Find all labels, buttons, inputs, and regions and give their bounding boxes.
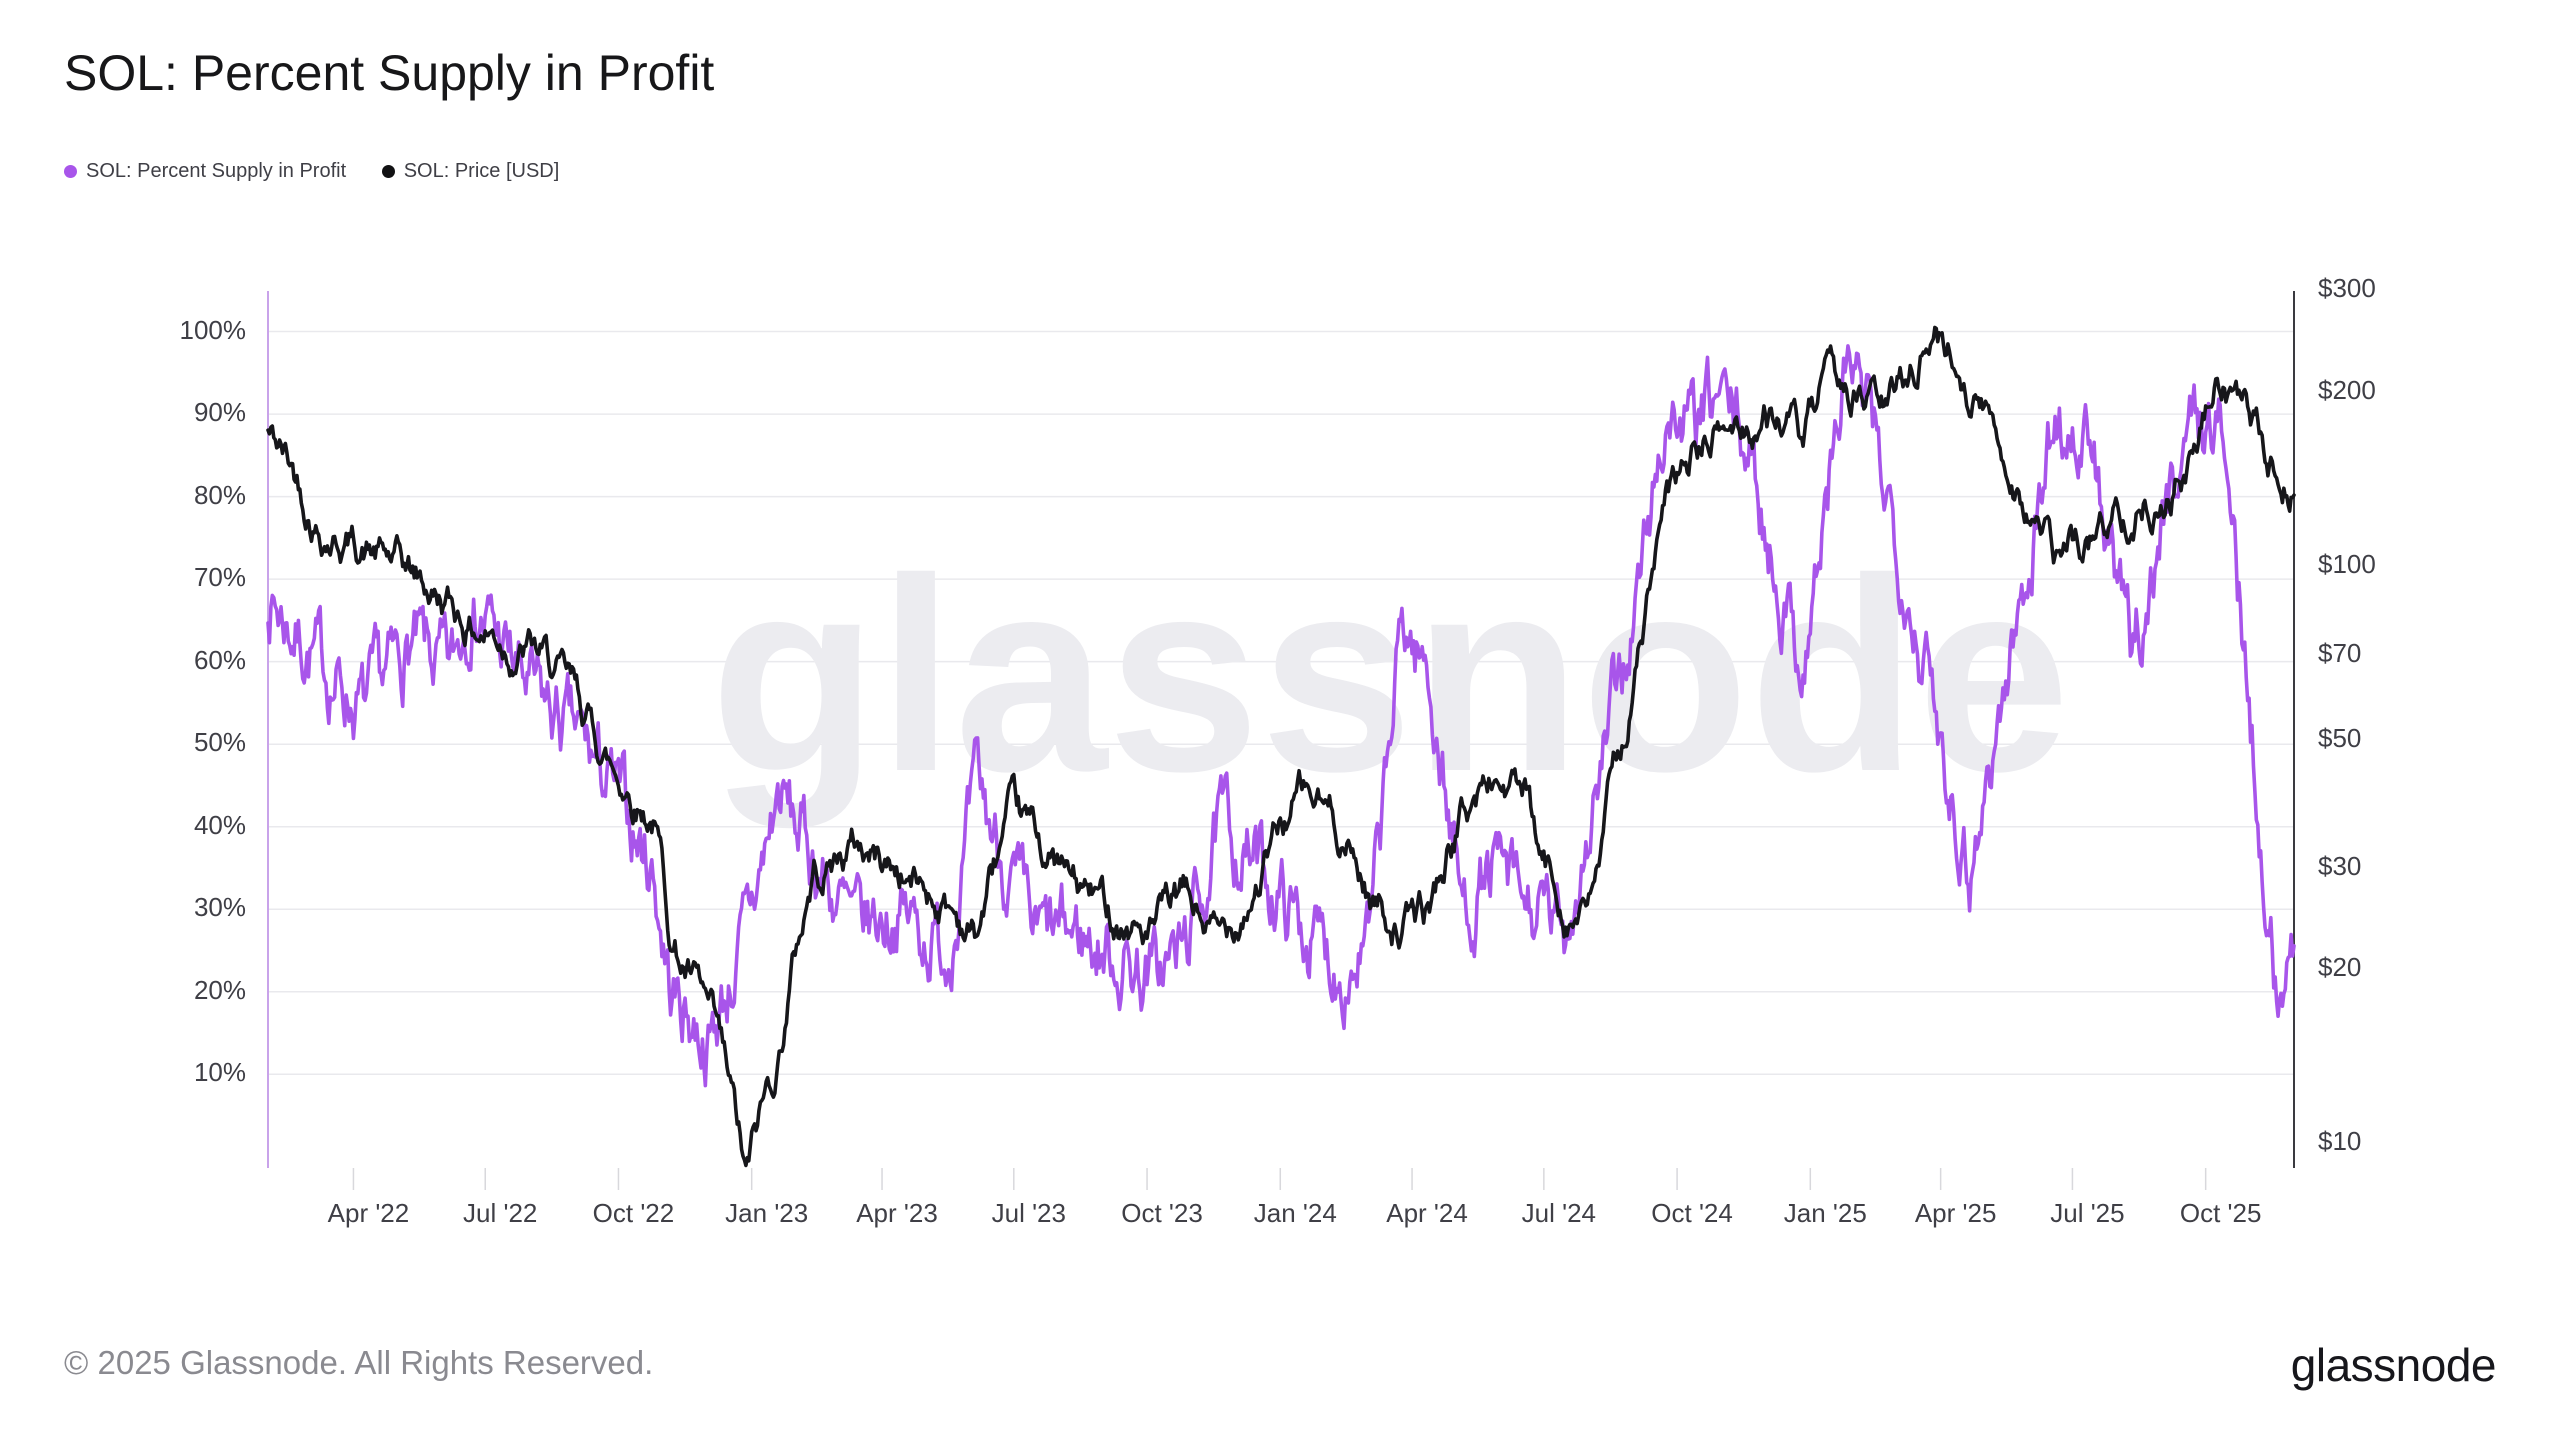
svg-text:glassnode: glassnode <box>710 522 2070 830</box>
